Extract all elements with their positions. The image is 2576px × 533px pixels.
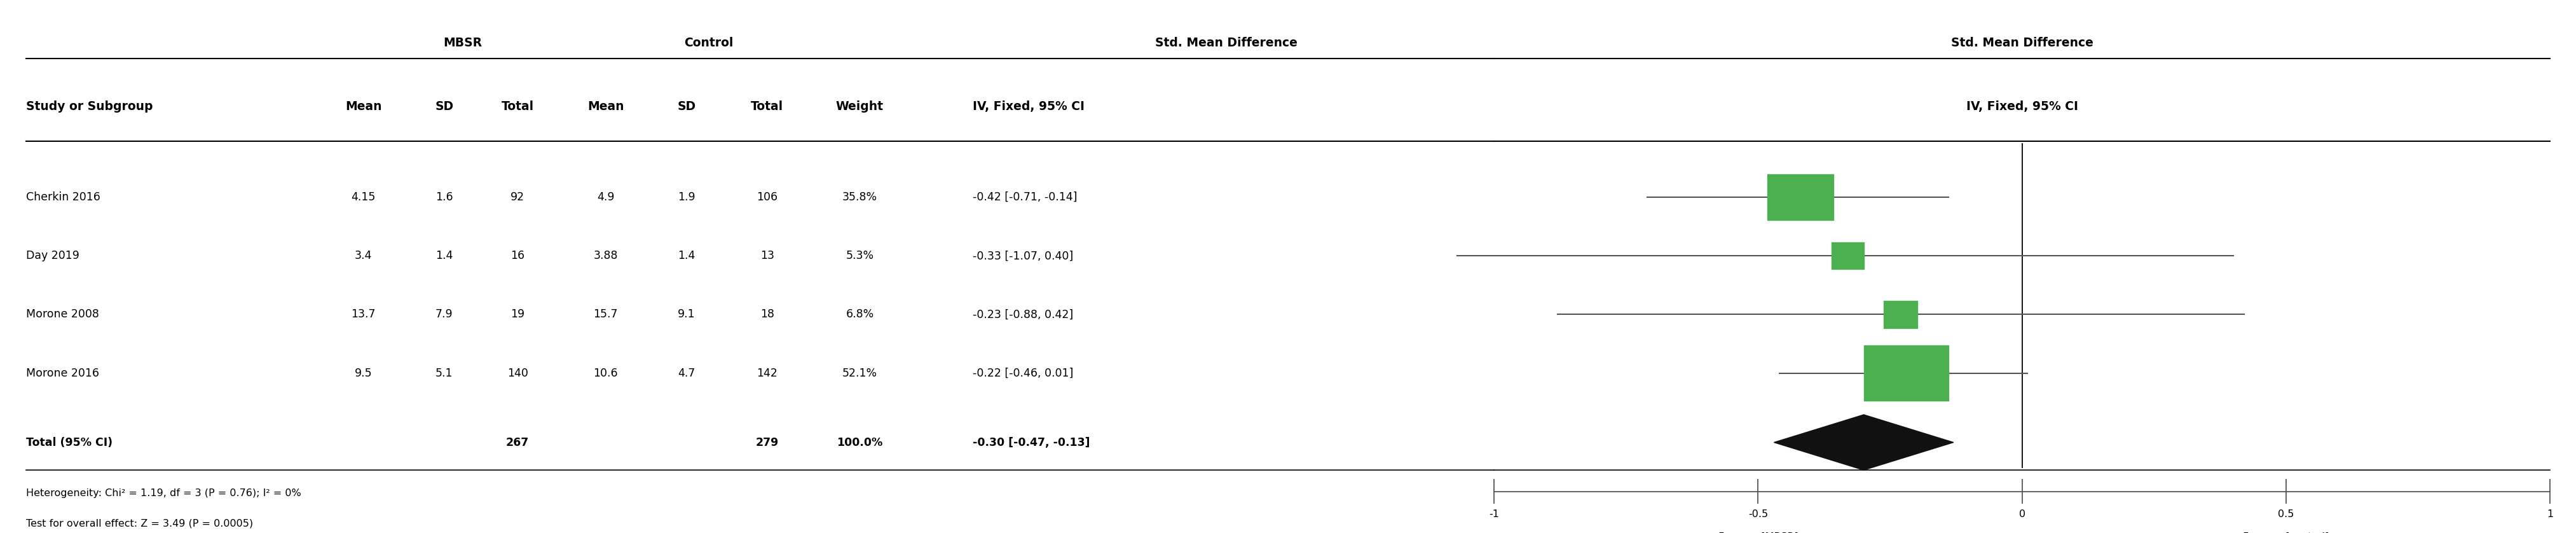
Text: -0.23 [-0.88, 0.42]: -0.23 [-0.88, 0.42]	[974, 309, 1074, 320]
Text: SD: SD	[677, 101, 696, 112]
Text: Weight: Weight	[837, 101, 884, 112]
Text: 9.5: 9.5	[355, 367, 374, 379]
Text: Std. Mean Difference: Std. Mean Difference	[1154, 37, 1298, 49]
Text: Std. Mean Difference: Std. Mean Difference	[1950, 37, 2094, 49]
Text: -0.22 [-0.46, 0.01]: -0.22 [-0.46, 0.01]	[974, 367, 1074, 379]
Text: 7.9: 7.9	[435, 309, 453, 320]
Text: 52.1%: 52.1%	[842, 367, 878, 379]
Text: Favours [control]: Favours [control]	[2244, 532, 2329, 533]
Text: 13: 13	[760, 250, 775, 262]
Text: -1: -1	[1489, 510, 1499, 519]
Text: Total: Total	[502, 101, 533, 112]
Text: 18: 18	[760, 309, 775, 320]
Text: 1: 1	[2548, 510, 2553, 519]
FancyBboxPatch shape	[1832, 243, 1865, 269]
Text: 1.9: 1.9	[677, 191, 696, 203]
Text: 9.1: 9.1	[677, 309, 696, 320]
Text: Study or Subgroup: Study or Subgroup	[26, 101, 152, 112]
Text: 0.5: 0.5	[2277, 510, 2295, 519]
Text: Test for overall effect: Z = 3.49 (P = 0.0005): Test for overall effect: Z = 3.49 (P = 0…	[26, 519, 252, 528]
Text: 10.6: 10.6	[592, 367, 618, 379]
Text: Total: Total	[752, 101, 783, 112]
Text: 5.1: 5.1	[435, 367, 453, 379]
Text: Favours [MBSR]: Favours [MBSR]	[1718, 532, 1798, 533]
Text: 142: 142	[757, 367, 778, 379]
Text: 0: 0	[2020, 510, 2025, 519]
Text: SD: SD	[435, 101, 453, 112]
Text: Morone 2008: Morone 2008	[26, 309, 98, 320]
Text: 140: 140	[507, 367, 528, 379]
Text: 13.7: 13.7	[350, 309, 376, 320]
Text: 6.8%: 6.8%	[845, 309, 873, 320]
Text: 106: 106	[757, 191, 778, 203]
Text: Day 2019: Day 2019	[26, 250, 80, 262]
Text: 267: 267	[505, 437, 528, 448]
Text: 1.4: 1.4	[677, 250, 696, 262]
Text: -0.30 [-0.47, -0.13]: -0.30 [-0.47, -0.13]	[974, 437, 1090, 448]
Text: 3.4: 3.4	[355, 250, 371, 262]
Text: Control: Control	[685, 37, 734, 49]
Text: -0.33 [-1.07, 0.40]: -0.33 [-1.07, 0.40]	[974, 250, 1074, 262]
Text: 1.4: 1.4	[435, 250, 453, 262]
FancyBboxPatch shape	[1865, 345, 1947, 401]
Text: 279: 279	[755, 437, 778, 448]
Text: Mean: Mean	[587, 101, 623, 112]
Text: 4.9: 4.9	[598, 191, 616, 203]
Text: 4.15: 4.15	[350, 191, 376, 203]
Polygon shape	[1775, 415, 1953, 470]
Text: Morone 2016: Morone 2016	[26, 367, 98, 379]
Text: -0.42 [-0.71, -0.14]: -0.42 [-0.71, -0.14]	[974, 191, 1077, 203]
Text: 16: 16	[510, 250, 526, 262]
Text: 3.88: 3.88	[592, 250, 618, 262]
Text: -0.5: -0.5	[1749, 510, 1767, 519]
Text: 1.6: 1.6	[435, 191, 453, 203]
Text: IV, Fixed, 95% CI: IV, Fixed, 95% CI	[974, 101, 1084, 112]
Text: Total (95% CI): Total (95% CI)	[26, 437, 113, 448]
Text: 92: 92	[510, 191, 526, 203]
FancyBboxPatch shape	[1883, 301, 1917, 328]
Text: Mean: Mean	[345, 101, 381, 112]
FancyBboxPatch shape	[1767, 174, 1834, 220]
Text: 35.8%: 35.8%	[842, 191, 878, 203]
Text: Heterogeneity: Chi² = 1.19, df = 3 (P = 0.76); I² = 0%: Heterogeneity: Chi² = 1.19, df = 3 (P = …	[26, 488, 301, 498]
Text: 19: 19	[510, 309, 526, 320]
Text: 4.7: 4.7	[677, 367, 696, 379]
Text: Cherkin 2016: Cherkin 2016	[26, 191, 100, 203]
Text: 5.3%: 5.3%	[845, 250, 873, 262]
Text: MBSR: MBSR	[443, 37, 482, 49]
Text: IV, Fixed, 95% CI: IV, Fixed, 95% CI	[1965, 101, 2079, 112]
Text: 15.7: 15.7	[592, 309, 618, 320]
Text: 100.0%: 100.0%	[837, 437, 884, 448]
